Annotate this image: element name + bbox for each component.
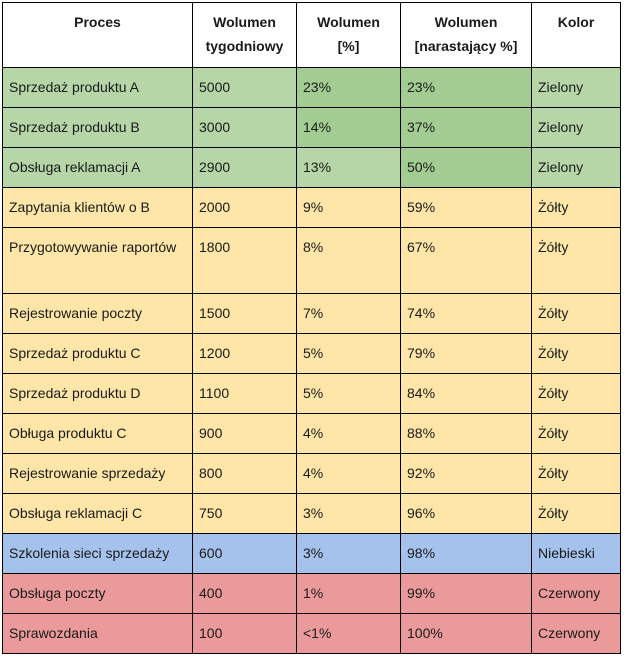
cell-proces: Obsługa reklamacji C bbox=[2, 493, 193, 534]
cell-pct: <1% bbox=[296, 613, 401, 654]
cell-pct: 13% bbox=[296, 147, 401, 188]
cell-pct: 4% bbox=[296, 413, 401, 454]
cell-pct: 4% bbox=[296, 453, 401, 494]
header-line: tygodniowy bbox=[205, 38, 284, 54]
cell-tyg: 1800 bbox=[192, 227, 297, 294]
cell-cum: 79% bbox=[400, 333, 532, 374]
table-row: Sprzedaż produktu B 3000 14% 37% Zielony bbox=[2, 107, 621, 148]
cell-cum: 96% bbox=[400, 493, 532, 534]
cell-proces: Przygotowywanie raportów bbox=[2, 227, 193, 294]
cell-kolor: Czerwony bbox=[531, 573, 621, 614]
cell-pct: 5% bbox=[296, 373, 401, 414]
cell-pct: 7% bbox=[296, 293, 401, 334]
cell-tyg: 750 bbox=[192, 493, 297, 534]
cell-kolor: Czerwony bbox=[531, 613, 621, 654]
table-row: Obsługa reklamacji A 2900 13% 50% Zielon… bbox=[2, 147, 621, 188]
cell-tyg: 2900 bbox=[192, 147, 297, 188]
header-proces-text: Proces bbox=[74, 14, 121, 30]
cell-cum: 88% bbox=[400, 413, 532, 454]
table-row: Rejestrowanie sprzedaży 800 4% 92% Żółty bbox=[2, 453, 621, 494]
cell-kolor: Niebieski bbox=[531, 533, 621, 574]
table-row: Sprzedaż produktu A 5000 23% 23% Zielony bbox=[2, 67, 621, 108]
cell-pct: 3% bbox=[296, 493, 401, 534]
cell-tyg: 800 bbox=[192, 453, 297, 494]
table-row: Obsługa poczty 400 1% 99% Czerwony bbox=[2, 573, 621, 614]
header-kolor: Kolor bbox=[531, 2, 621, 68]
cell-proces: Zapytania klientów o B bbox=[2, 187, 193, 228]
header-proces: Proces bbox=[2, 2, 193, 68]
cell-proces: Rejestrowanie poczty bbox=[2, 293, 193, 334]
cell-tyg: 1200 bbox=[192, 333, 297, 374]
cell-proces: Obsługa reklamacji A bbox=[2, 147, 193, 188]
process-volume-table: Proces Wolumen tygodniowy Wolumen [%] Wolu… bbox=[2, 2, 621, 654]
cell-cum: 98% bbox=[400, 533, 532, 574]
cell-cum: 92% bbox=[400, 453, 532, 494]
cell-tyg: 1500 bbox=[192, 293, 297, 334]
cell-kolor: Zielony bbox=[531, 67, 621, 108]
cell-tyg: 2000 bbox=[192, 187, 297, 228]
cell-tyg: 400 bbox=[192, 573, 297, 614]
table-row: Zapytania klientów o B 2000 9% 59% Żółty bbox=[2, 187, 621, 228]
cell-cum: 74% bbox=[400, 293, 532, 334]
cell-cum: 59% bbox=[400, 187, 532, 228]
cell-kolor: Żółty bbox=[531, 413, 621, 454]
cell-pct: 9% bbox=[296, 187, 401, 228]
cell-cum: 23% bbox=[400, 67, 532, 108]
header-wolumen-tygodniowy: Wolumen tygodniowy bbox=[192, 2, 297, 68]
cell-proces: Szkolenia sieci sprzedaży bbox=[2, 533, 193, 574]
table-row: Przygotowywanie raportów 1800 8% 67% Żół… bbox=[2, 227, 621, 294]
header-line: Wolumen bbox=[434, 14, 498, 30]
cell-kolor: Zielony bbox=[531, 107, 621, 148]
table-row: Obsługa reklamacji C 750 3% 96% Żółty bbox=[2, 493, 621, 534]
cell-tyg: 1100 bbox=[192, 373, 297, 414]
cell-cum: 84% bbox=[400, 373, 532, 414]
cell-pct: 1% bbox=[296, 573, 401, 614]
table-row: Szkolenia sieci sprzedaży 600 3% 98% Nie… bbox=[2, 533, 621, 574]
cell-proces: Sprzedaż produktu B bbox=[2, 107, 193, 148]
cell-cum: 50% bbox=[400, 147, 532, 188]
cell-pct: 5% bbox=[296, 333, 401, 374]
table-row: Obługa produktu C 900 4% 88% Żółty bbox=[2, 413, 621, 454]
cell-proces: Sprzedaż produktu A bbox=[2, 67, 193, 108]
table-row: Sprzedaż produktu C 1200 5% 79% Żółty bbox=[2, 333, 621, 374]
table-row: Rejestrowanie poczty 1500 7% 74% Żółty bbox=[2, 293, 621, 334]
header-line: [%] bbox=[337, 38, 360, 54]
cell-proces: Obługa produktu C bbox=[2, 413, 193, 454]
cell-proces: Sprzedaż produktu D bbox=[2, 373, 193, 414]
table-row: Sprawozdania 100 <1% 100% Czerwony bbox=[2, 613, 621, 654]
cell-proces: Obsługa poczty bbox=[2, 573, 193, 614]
header-wolumen-pct: Wolumen [%] bbox=[296, 2, 401, 68]
cell-kolor: Żółty bbox=[531, 187, 621, 228]
cell-tyg: 100 bbox=[192, 613, 297, 654]
cell-tyg: 900 bbox=[192, 413, 297, 454]
cell-kolor: Żółty bbox=[531, 293, 621, 334]
cell-proces: Rejestrowanie sprzedaży bbox=[2, 453, 193, 494]
cell-kolor: Żółty bbox=[531, 373, 621, 414]
cell-kolor: Zielony bbox=[531, 147, 621, 188]
header-wolumen-narastajacy: Wolumen [narastający %] bbox=[400, 2, 532, 68]
header-line: Wolumen bbox=[317, 14, 380, 30]
cell-kolor: Żółty bbox=[531, 453, 621, 494]
cell-kolor: Żółty bbox=[531, 227, 621, 294]
header-kolor-text: Kolor bbox=[557, 14, 595, 30]
cell-tyg: 600 bbox=[192, 533, 297, 574]
cell-kolor: Żółty bbox=[531, 333, 621, 374]
cell-cum: 37% bbox=[400, 107, 532, 148]
cell-cum: 67% bbox=[400, 227, 532, 294]
cell-tyg: 5000 bbox=[192, 67, 297, 108]
cell-pct: 14% bbox=[296, 107, 401, 148]
cell-cum: 99% bbox=[400, 573, 532, 614]
cell-tyg: 3000 bbox=[192, 107, 297, 148]
header-line: Wolumen bbox=[213, 14, 276, 30]
table-header-row: Proces Wolumen tygodniowy Wolumen [%] Wolu… bbox=[2, 2, 621, 68]
table-row: Sprzedaż produktu D 1100 5% 84% Żółty bbox=[2, 373, 621, 414]
cell-kolor: Żółty bbox=[531, 493, 621, 534]
cell-pct: 23% bbox=[296, 67, 401, 108]
cell-proces: Sprzedaż produktu C bbox=[2, 333, 193, 374]
cell-pct: 3% bbox=[296, 533, 401, 574]
cell-cum: 100% bbox=[400, 613, 532, 654]
cell-pct: 8% bbox=[296, 227, 401, 294]
cell-proces: Sprawozdania bbox=[2, 613, 193, 654]
header-line: [narastający %] bbox=[414, 38, 518, 54]
